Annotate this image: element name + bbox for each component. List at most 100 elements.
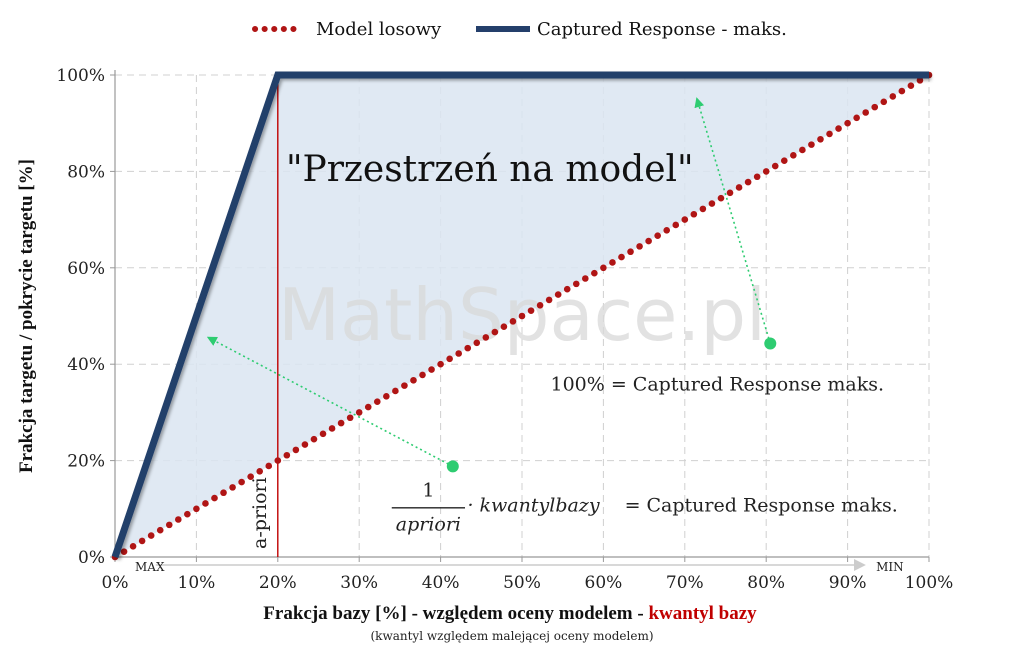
x-tick-label: 30% xyxy=(340,573,378,593)
y-tick-label: 0% xyxy=(78,548,105,568)
annotation-max-line: 100% = Captured Response maks. xyxy=(550,374,884,396)
series-model-losowy-dot xyxy=(871,103,879,111)
series-model-losowy-dot xyxy=(500,323,508,331)
y-axis-title: Frakcja targetu / pokrycie targetu [%] xyxy=(16,159,37,473)
series-model-losowy-dot xyxy=(120,548,128,555)
series-model-losowy-dot xyxy=(165,521,173,529)
x-tick-label: 0% xyxy=(102,573,129,593)
series-model-losowy-dot xyxy=(392,387,399,395)
series-model-losowy-dot xyxy=(645,237,652,245)
series-model-losowy-dot xyxy=(274,457,282,464)
series-model-losowy-dot xyxy=(292,446,300,454)
series-model-losowy-dot xyxy=(582,275,589,282)
series-model-losowy-dot xyxy=(373,398,381,405)
series-model-losowy-dot xyxy=(862,109,869,116)
xaxis-end-min: MIN xyxy=(876,560,904,574)
series-model-losowy-dot xyxy=(826,130,833,138)
arrow-origin-dot xyxy=(764,337,777,350)
series-model-losowy-dot xyxy=(138,537,146,545)
series-model-losowy-dot xyxy=(672,221,680,229)
series-model-losowy-dot xyxy=(536,301,544,309)
series-model-losowy-dot xyxy=(808,141,815,148)
series-model-losowy-dot xyxy=(129,542,137,550)
apriori-label: a-priori xyxy=(249,477,271,549)
series-model-losowy-dot xyxy=(916,77,924,84)
fraction-numerator: 1 xyxy=(422,479,434,501)
series-model-losowy-dot xyxy=(817,135,824,143)
series-model-losowy-dot xyxy=(301,441,309,448)
series-model-losowy-dot xyxy=(591,269,598,277)
series-model-losowy-dot xyxy=(790,152,797,159)
x-axis-title-highlight: kwantyl bazy xyxy=(648,603,757,624)
series-model-losowy-dot xyxy=(446,355,453,363)
series-model-losowy-dot xyxy=(726,189,734,197)
series-model-losowy-dot xyxy=(753,173,761,181)
series-model-losowy-dot xyxy=(663,227,671,234)
series-model-losowy-dot xyxy=(455,350,462,357)
annotation-formula-rhs: = Captured Response maks. xyxy=(625,495,898,517)
series-model-losowy-dot xyxy=(898,87,906,95)
x-tick-label: 70% xyxy=(666,573,704,593)
arrow-to-max-slope xyxy=(206,336,454,468)
series-model-losowy-dot xyxy=(690,210,698,218)
series-model-losowy-dot xyxy=(238,478,245,486)
legend: Model losowy Captured Response - maks. xyxy=(252,19,787,40)
series-model-losowy-dot xyxy=(419,371,426,379)
x-tick-label: 60% xyxy=(585,573,623,593)
series-model-losowy-dot xyxy=(319,430,327,438)
series-model-losowy xyxy=(111,71,933,561)
series-model-losowy-dot xyxy=(744,178,752,186)
arrow-origin-dot xyxy=(446,460,459,473)
series-model-losowy-dot xyxy=(401,382,408,389)
series-model-losowy-dot xyxy=(437,360,444,368)
series-model-losowy-dot xyxy=(229,484,236,491)
x-tick-label: 50% xyxy=(503,573,541,593)
series-model-losowy-dot xyxy=(717,194,725,202)
series-model-losowy-dot xyxy=(220,489,227,497)
series-model-losowy-dot xyxy=(799,146,806,154)
series-model-losowy-dot xyxy=(256,468,264,475)
series-model-losowy-dot xyxy=(835,125,842,132)
series-model-losowy-dot xyxy=(328,425,336,432)
series-model-losowy-dot xyxy=(554,291,562,298)
x-tick-label: 10% xyxy=(178,573,216,593)
x-tick-label: 90% xyxy=(829,573,867,593)
series-model-losowy-dot xyxy=(491,328,499,336)
region-label: "Przestrzeń na model" xyxy=(286,149,694,190)
series-model-losowy-dot xyxy=(410,376,417,384)
legend-label-model-losowy: Model losowy xyxy=(316,19,442,40)
x-axis-subtitle: (kwantyl względem malejącej oceny modele… xyxy=(370,629,653,643)
series-model-losowy-dot xyxy=(211,494,218,502)
series-model-losowy-dot xyxy=(428,366,435,373)
series-model-losowy-dot xyxy=(600,264,607,272)
x-tick-label: 100% xyxy=(905,573,954,593)
x-tick-label: 20% xyxy=(259,573,297,593)
series-model-losowy-dot xyxy=(346,414,354,422)
series-model-losowy-dot xyxy=(509,318,517,325)
series-model-losowy-dot xyxy=(609,259,616,266)
y-tick-label: 80% xyxy=(67,162,105,182)
series-model-losowy-dot xyxy=(193,505,200,513)
series-model-losowy-dot xyxy=(563,285,571,293)
x-axis-title-main: Frakcja bazy [%] - względem oceny modele… xyxy=(263,603,648,624)
series-model-losowy-dot xyxy=(383,393,390,400)
series-model-losowy-dot xyxy=(473,339,481,347)
series-model-losowy-dot xyxy=(545,296,553,304)
x-tick-labels: 0% 10% 20% 30% 40% 50% 60% 70% 80% 90% 100% xyxy=(102,573,954,593)
series-model-losowy-dot xyxy=(310,435,318,443)
series-model-losowy-dot xyxy=(572,280,580,288)
series-model-losowy-dot xyxy=(762,168,770,175)
series-model-losowy-dot xyxy=(147,532,155,539)
series-model-losowy-dot xyxy=(907,82,915,90)
series-model-losowy-dot xyxy=(482,334,490,341)
axes xyxy=(110,70,930,571)
fraction-denominator: apriori xyxy=(396,513,461,535)
series-model-losowy-dot xyxy=(708,200,716,207)
y-tick-labels: 0% 20% 40% 60% 80% 100% xyxy=(56,66,105,568)
y-tick-label: 20% xyxy=(67,452,105,472)
legend-label-captured-response: Captured Response - maks. xyxy=(537,19,787,40)
series-model-losowy-dot xyxy=(355,409,363,416)
series-model-losowy-dot xyxy=(283,451,291,459)
series-model-losowy-dot xyxy=(464,344,472,352)
